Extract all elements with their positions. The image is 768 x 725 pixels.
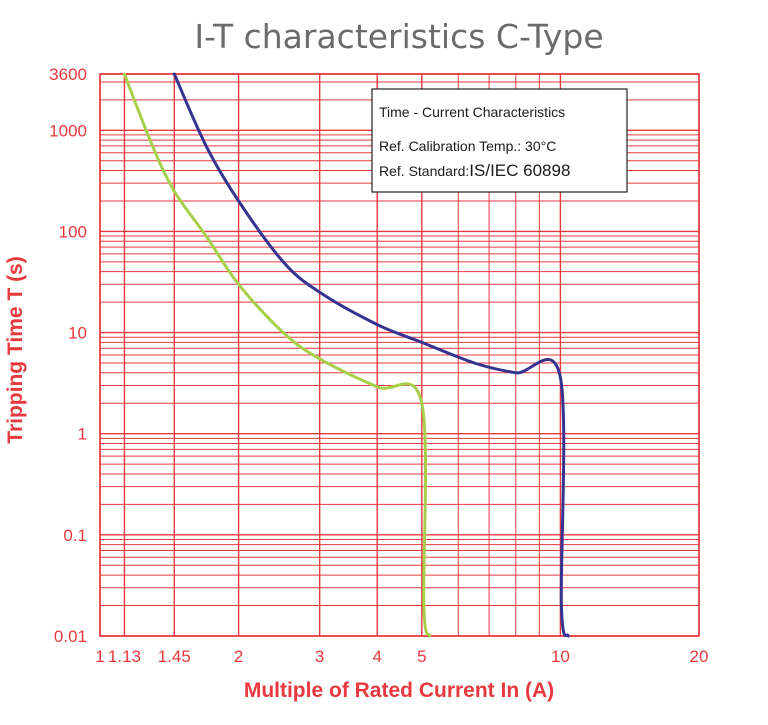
- x-tick-label: 10: [551, 647, 570, 666]
- chart-title: I-T characteristics C-Type: [194, 17, 603, 56]
- y-tick-label: 0.01: [54, 627, 87, 646]
- x-tick-label: 5: [417, 647, 426, 666]
- x-tick-label: 1: [95, 647, 104, 666]
- series-line-1: [122, 72, 432, 638]
- x-tick-label: 2: [234, 647, 243, 666]
- x-tick-label: 3: [315, 647, 324, 666]
- x-tick-label: 1.45: [158, 647, 191, 666]
- y-tick-label: 10: [68, 324, 87, 343]
- legend-line-3-prefix: Ref. Standard:: [379, 163, 469, 179]
- legend-line-3: Ref. Standard:IS/IEC 60898: [379, 161, 570, 180]
- y-tick-label: 100: [59, 222, 87, 241]
- legend-line-1: Time - Current Characteristics: [379, 104, 565, 120]
- legend-line-3-standard: IS/IEC 60898: [469, 161, 570, 180]
- y-axis-label: Tripping Time T (s): [4, 256, 27, 443]
- x-tick-label: 1.13: [108, 647, 141, 666]
- y-tick-label: 1: [78, 425, 87, 444]
- y-tick-label: 1000: [49, 121, 87, 140]
- x-tick-label: 20: [690, 647, 709, 666]
- x-axis-label: Multiple of Rated Current In (A): [244, 679, 554, 702]
- y-tick-label: 3600: [49, 65, 87, 84]
- x-tick-labels: 1 1.13 1.45 2 3 4 5 10 20: [95, 647, 708, 666]
- legend-frame: [371, 88, 628, 193]
- series-layer: [122, 72, 570, 638]
- y-tick-label: 0.1: [63, 526, 87, 545]
- series-line-2: [172, 72, 570, 638]
- legend-line-2: Ref. Calibration Temp.: 30°C: [379, 138, 556, 154]
- legend-box: Time - Current Characteristics Ref. Cali…: [371, 88, 628, 193]
- x-tick-label: 4: [372, 647, 381, 666]
- plot-frame: [99, 73, 700, 637]
- y-tick-labels: 0.01 0.1 1 10 100 1000 3600: [49, 65, 87, 646]
